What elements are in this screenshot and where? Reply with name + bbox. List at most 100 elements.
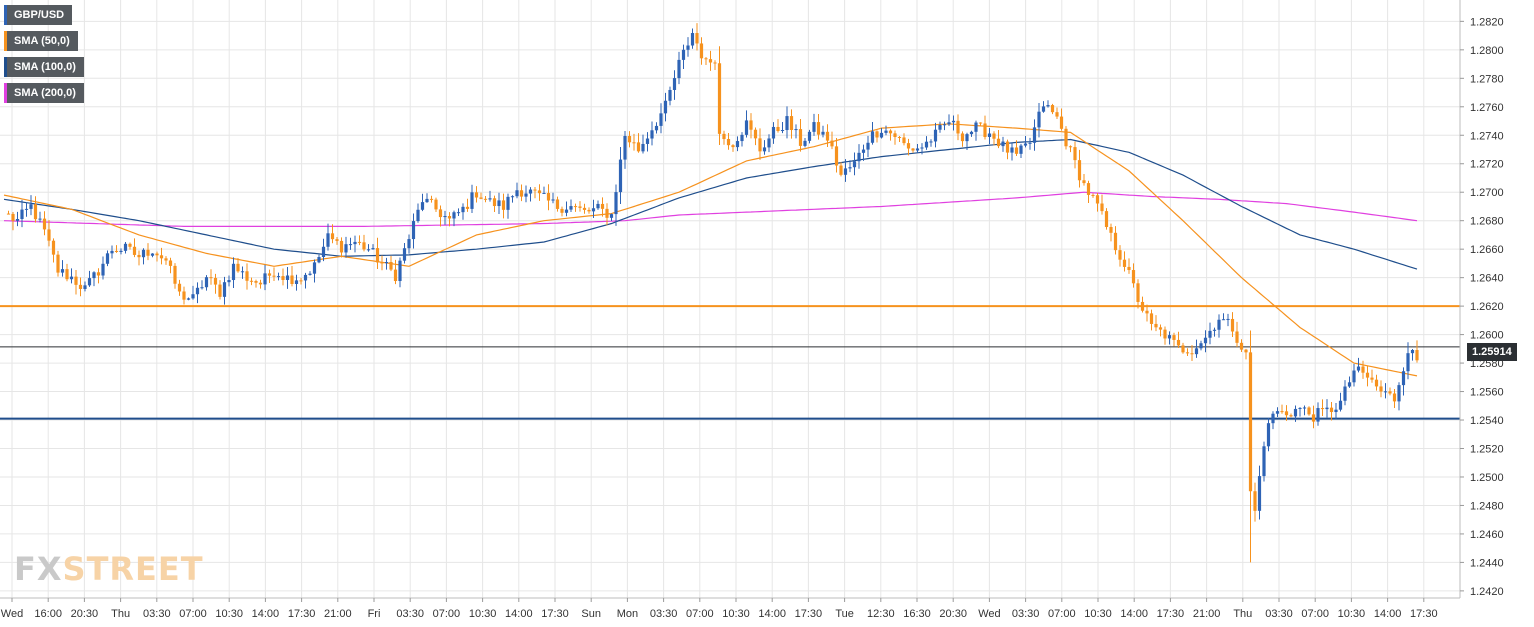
- candle-body: [119, 250, 123, 252]
- candle-body: [1086, 183, 1091, 195]
- candle-body: [1266, 423, 1271, 447]
- candle-body: [1329, 407, 1334, 413]
- candle-body: [1253, 491, 1257, 511]
- candle-body: [816, 122, 821, 135]
- candle-body: [69, 276, 74, 280]
- candle-body: [1032, 127, 1037, 143]
- candle-body: [236, 263, 240, 272]
- x-tick-label: 07:00: [686, 608, 714, 620]
- candle-body: [1118, 250, 1122, 260]
- candle-body: [911, 148, 915, 151]
- candle-body: [812, 122, 816, 132]
- candle-body: [380, 262, 384, 264]
- candle-body: [1203, 337, 1208, 344]
- legend-item-sma200[interactable]: SMA (200,0): [4, 83, 84, 103]
- fxstreet-logo: FXSTREET: [14, 550, 204, 588]
- candle-body: [866, 142, 870, 150]
- candle-body: [924, 141, 929, 148]
- candle-body: [1059, 116, 1064, 129]
- candle-body: [110, 250, 114, 254]
- y-tick-label: 1.2780: [1470, 73, 1504, 85]
- candle-body: [992, 133, 996, 139]
- candle-body: [488, 198, 492, 200]
- candle-body: [632, 142, 636, 144]
- candle-body: [1091, 194, 1095, 196]
- candle-body: [515, 190, 519, 197]
- candle-body: [1217, 319, 1221, 330]
- x-tick-label: 10:30: [1084, 608, 1112, 620]
- candle-body: [78, 284, 83, 289]
- candle-body: [542, 192, 546, 194]
- candle-body: [411, 221, 416, 240]
- candle-body: [1077, 160, 1082, 181]
- x-tick-label: Thu: [111, 608, 130, 620]
- candle-body: [767, 138, 771, 148]
- candle-body: [389, 261, 393, 270]
- candle-body: [1073, 147, 1077, 161]
- candle-body: [1343, 386, 1347, 401]
- candle-body: [699, 43, 704, 59]
- candle-body: [1176, 339, 1181, 346]
- legend-label: SMA (200,0): [14, 87, 76, 99]
- legend-item-gbpusd[interactable]: GBP/USD: [4, 5, 73, 25]
- candle-body: [24, 208, 29, 210]
- candle-body: [1221, 319, 1226, 321]
- candle-body: [56, 254, 60, 273]
- candle-body: [33, 204, 38, 220]
- candle-body: [852, 161, 857, 168]
- candle-body: [42, 218, 47, 230]
- candle-body: [438, 209, 443, 218]
- candle-body: [245, 271, 249, 281]
- candle-body: [623, 135, 627, 160]
- candle-body: [1415, 350, 1419, 361]
- x-tick-label: 03:30: [1012, 608, 1040, 620]
- candle-body: [582, 207, 587, 210]
- candle-body: [1163, 329, 1167, 339]
- y-tick-label: 1.2700: [1470, 187, 1504, 199]
- candle-body: [51, 240, 56, 255]
- candle-body: [1356, 366, 1361, 371]
- candle-body: [929, 141, 933, 143]
- logo-street: STREET: [62, 550, 204, 588]
- candle-body: [227, 280, 231, 283]
- candle-body: [884, 130, 888, 133]
- candle-body: [920, 147, 924, 149]
- candle-body: [1005, 141, 1010, 153]
- candle-body: [1388, 391, 1392, 394]
- candle-body: [915, 148, 920, 151]
- sma100-line: [3, 138, 1418, 270]
- legend-item-sma100[interactable]: SMA (100,0): [4, 57, 84, 77]
- candle-body: [839, 165, 843, 175]
- x-tick-label: 07:00: [179, 608, 207, 620]
- candle-body: [1023, 143, 1028, 146]
- candle-body: [528, 189, 533, 194]
- candle-body: [375, 248, 380, 263]
- candle-body: [1271, 413, 1275, 424]
- candle-body: [1320, 408, 1325, 410]
- candle-body: [1019, 145, 1023, 154]
- candle-body: [1284, 411, 1289, 416]
- candle-body: [726, 139, 731, 146]
- candle-body: [591, 208, 596, 212]
- candle-body: [807, 131, 812, 141]
- x-tick-label: 07:00: [1301, 608, 1329, 620]
- candle-body: [371, 248, 375, 250]
- candle-body: [996, 138, 1001, 147]
- x-tick-label: Sun: [581, 608, 601, 620]
- x-tick-label: 10:30: [1338, 608, 1366, 620]
- candle-body: [1302, 407, 1307, 409]
- candle-body: [83, 285, 87, 289]
- candle-body: [177, 283, 182, 292]
- candle-body: [1334, 409, 1338, 413]
- candle-body: [1401, 371, 1406, 386]
- legend-item-sma50[interactable]: SMA (50,0): [4, 31, 78, 51]
- candle-body: [155, 253, 159, 256]
- candle-body: [605, 208, 609, 218]
- x-tick-label: 17:30: [795, 608, 823, 620]
- sma50-line: [3, 123, 1418, 377]
- x-tick-label: 21:00: [324, 608, 352, 620]
- candle-body: [789, 116, 794, 130]
- candle-body: [465, 206, 470, 209]
- y-tick-label: 1.2760: [1470, 102, 1504, 114]
- candle-body: [1149, 313, 1154, 324]
